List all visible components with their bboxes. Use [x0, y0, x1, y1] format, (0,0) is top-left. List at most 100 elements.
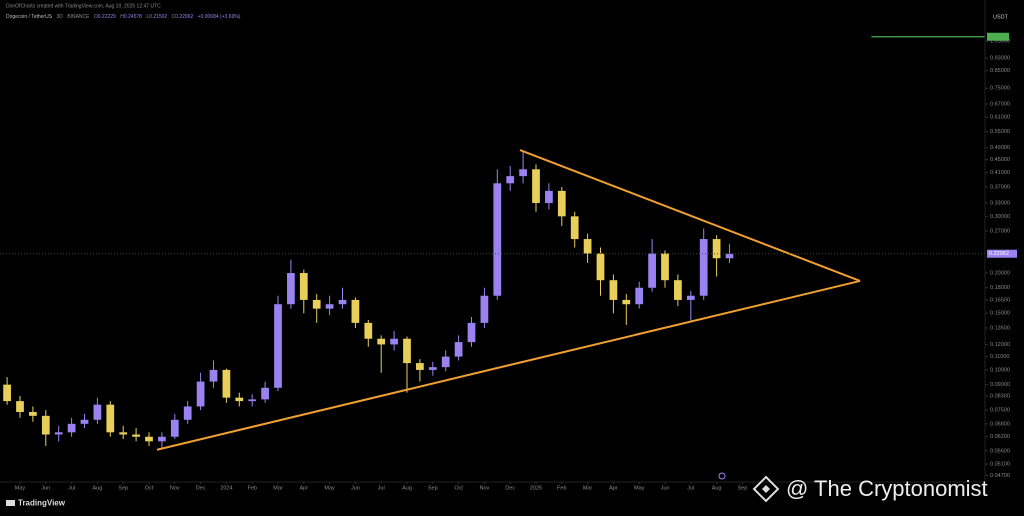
y-tick-label: 0.13500: [990, 325, 1010, 331]
candle-body: [493, 183, 502, 296]
candle-body: [622, 299, 631, 305]
candle-body: [119, 432, 128, 435]
x-tick-label: Dec: [196, 485, 206, 491]
x-tick-label: 2024: [220, 485, 232, 491]
x-tick-label: Sep: [118, 485, 128, 491]
x-tick-label: Jul: [378, 485, 385, 491]
exchange: BINANCE: [67, 14, 90, 20]
candle-body: [3, 384, 11, 402]
x-tick-label: Mar: [583, 485, 593, 491]
price-level-tag: [987, 32, 1009, 41]
candle-body: [377, 338, 386, 345]
y-tick-label: 0.85000: [990, 68, 1010, 74]
candle-body: [106, 404, 115, 433]
candle-body: [170, 419, 179, 437]
candle-body: [183, 406, 192, 420]
created-by: DonOfCharts created with TradingView.com…: [6, 3, 161, 9]
currency: USDT: [993, 14, 1009, 20]
candle-body: [351, 299, 360, 323]
x-tick-label: Jun: [41, 485, 50, 491]
candle-body: [441, 356, 450, 368]
y-tick-label: 0.61000: [990, 115, 1010, 121]
candle-body: [299, 273, 308, 300]
plot: 1.05000 0.93000 0.85000 0.75000 0.67000 0.610…: [0, 32, 1017, 491]
high-label: H: [120, 14, 124, 20]
candle-body: [274, 304, 282, 388]
candle-body: [583, 239, 592, 254]
y-tick-label: 0.16500: [990, 297, 1010, 303]
x-tick-label: Mar: [273, 485, 283, 491]
y-tick-label: 1.05000: [990, 39, 1010, 45]
x-tick-label: Jun: [351, 485, 360, 491]
candle-body: [661, 253, 669, 281]
candle-body: [390, 338, 398, 345]
candle-body: [235, 397, 244, 402]
x-tick-label: May: [324, 485, 335, 491]
legend: Dogecoin / TetherUS 3D BINANCE O0.22229 …: [6, 14, 241, 20]
candle-body: [325, 304, 334, 309]
candle-body: [712, 239, 721, 259]
candle-body: [545, 190, 553, 204]
open-label: O: [94, 14, 98, 20]
x-tick-label: Aug: [712, 485, 722, 491]
y-tick-label: 0.08300: [990, 393, 1010, 399]
candle-body: [261, 387, 269, 400]
candle-body: [648, 253, 656, 288]
x-tick-label: Dec: [505, 485, 515, 491]
candle-body: [699, 239, 708, 296]
x-tick-label: Nov: [480, 485, 490, 491]
x-tick-label: Nov: [170, 485, 180, 491]
y-tick-label: 0.12000: [990, 342, 1010, 348]
y-tick-label: 0.20000: [990, 270, 1010, 276]
candle-body: [338, 299, 347, 305]
candle-body: [145, 436, 153, 442]
y-tick-label: 0.18000: [990, 285, 1010, 291]
x-tick-label: Jul: [68, 485, 75, 491]
y-tick-label: 0.67000: [990, 101, 1010, 107]
x-tick-label: Aug: [92, 485, 102, 491]
y-tick-label: 0.33000: [990, 200, 1010, 206]
x-tick-label: Sep: [428, 485, 438, 491]
low-label: L: [146, 14, 149, 20]
candle-body: [41, 415, 50, 435]
candle-body: [416, 363, 424, 370]
x-tick-label: Aug: [402, 485, 412, 491]
candle-body: [248, 399, 257, 402]
candle-body: [506, 176, 515, 184]
y-tick-label: 0.15000: [990, 311, 1010, 317]
y-tick-label: 0.05100: [990, 462, 1010, 468]
candle-body: [519, 169, 527, 177]
candle-body: [467, 322, 476, 343]
candle-body: [67, 423, 76, 433]
x-tick-label: Apr: [300, 485, 309, 491]
candle-body: [132, 434, 140, 437]
candle-body: [54, 432, 63, 435]
candle-body: [158, 436, 166, 442]
candle-body: [93, 404, 102, 420]
x-tick-label: Jun: [661, 485, 670, 491]
candle-body: [428, 367, 437, 370]
y-tick-label: 0.04700: [990, 473, 1010, 479]
candle-body: [29, 412, 37, 416]
y-tick-label: 0.37000: [990, 184, 1010, 190]
y-tick-label: 0.11000: [990, 354, 1009, 360]
x-tick-label: Oct: [454, 485, 463, 491]
candle-body: [686, 295, 695, 300]
logo-center: [762, 485, 770, 493]
trendline: [156, 279, 861, 451]
candle-body: [557, 190, 566, 217]
candle-body: [635, 287, 644, 305]
y-tick-label: 0.49000: [990, 145, 1010, 151]
y-tick-label: 0.07500: [990, 408, 1010, 414]
candle-body: [312, 299, 321, 309]
candle-body: [287, 273, 295, 305]
candle-body: [609, 280, 618, 300]
y-tick-label: 0.06800: [990, 421, 1010, 427]
logo-diamond: [752, 475, 780, 503]
candle-body: [570, 216, 579, 240]
low-value: 0.21502: [149, 14, 167, 20]
y-tick-label: 0.45000: [990, 157, 1010, 163]
last-price-label: 0.22962: [989, 251, 1009, 257]
